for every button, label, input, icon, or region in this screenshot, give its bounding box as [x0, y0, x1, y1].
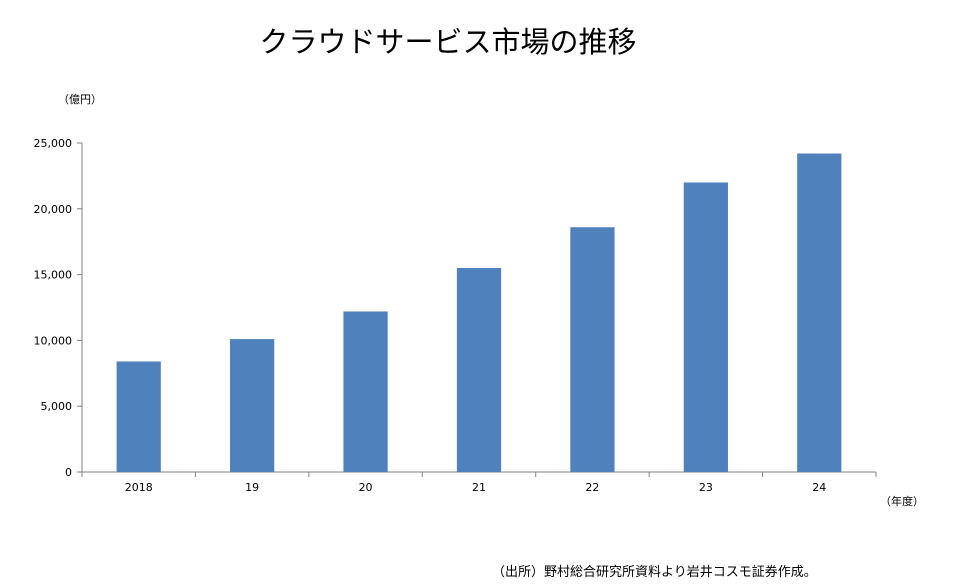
bar-22	[570, 227, 615, 472]
x-tick-label: 23	[699, 481, 713, 494]
x-tick-label: 21	[472, 481, 486, 494]
x-tick-label: 19	[245, 481, 259, 494]
bar-23	[683, 182, 728, 473]
y-tick-label: 25,000	[34, 137, 73, 150]
bar-2018	[116, 361, 161, 472]
x-tick-label: 24	[812, 481, 826, 494]
y-tick-label: 15,000	[34, 269, 73, 282]
y-tick-label: 0	[65, 466, 72, 479]
x-tick-label: 2018	[125, 481, 153, 494]
x-tick-label: 22	[585, 481, 599, 494]
source-note: （出所）野村総合研究所資料より岩井コスモ証券作成。	[492, 564, 817, 580]
x-axis: 2018 19 20 21 22 23 24	[81, 472, 877, 494]
x-axis-unit-label: （年度）	[880, 494, 924, 508]
bar-21	[456, 268, 502, 472]
y-tick-label: 20,000	[34, 203, 73, 216]
y-axis: 0 5,000 10,000 15,000 20,000 25,000	[34, 137, 82, 479]
y-tick-label: 10,000	[34, 334, 73, 347]
chart-title: クラウドサービス市場の推移	[259, 25, 636, 59]
y-tick-label: 5,000	[41, 400, 73, 413]
bar-24	[797, 153, 842, 472]
bar-19	[230, 339, 275, 472]
bar-20	[343, 311, 388, 472]
x-tick-label: 20	[359, 481, 373, 494]
bars	[116, 153, 842, 473]
y-axis-unit-label: （億円）	[58, 93, 102, 106]
